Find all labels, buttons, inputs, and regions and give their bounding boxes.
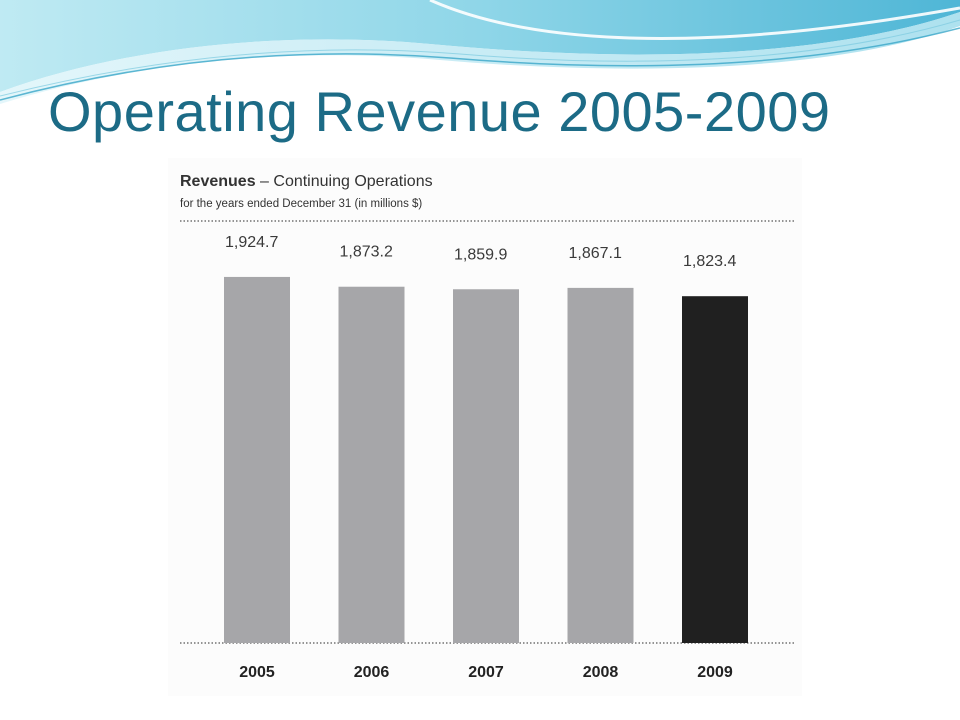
bars-group: 1,924.7 2005 1,873.2 2006 1,859.9 2007 1,867.1… (224, 234, 748, 681)
value-label-2008: 1,867.1 (569, 245, 622, 262)
revenue-bar-chart: Revenues – Continuing Operations for the… (180, 173, 794, 681)
chart-subtitle: for the years ended December 31 (in mill… (180, 198, 422, 210)
category-label-2007: 2007 (468, 664, 504, 681)
value-label-2005: 1,924.7 (225, 234, 278, 251)
value-label-2009: 1,823.4 (683, 253, 736, 270)
bar-2007 (453, 289, 519, 643)
chart-title: Revenues – Continuing Operations (180, 173, 433, 190)
chart-title-bold: Revenues (180, 173, 256, 190)
bar-2006 (338, 286, 405, 643)
bar-2009 (682, 296, 748, 643)
category-label-2006: 2006 (354, 664, 390, 681)
revenue-chart-panel: Revenues – Continuing Operations for the… (168, 158, 802, 696)
bar-2008 (567, 287, 634, 643)
category-label-2008: 2008 (583, 664, 619, 681)
category-label-2005: 2005 (239, 664, 275, 681)
header-swoosh-decoration (0, 0, 960, 104)
chart-title-rest: – Continuing Operations (256, 173, 433, 190)
value-label-2007: 1,859.9 (454, 246, 507, 263)
bar-2005 (224, 276, 290, 643)
slide-title: Operating Revenue 2005-2009 (48, 80, 831, 143)
category-label-2009: 2009 (697, 664, 733, 681)
value-label-2006: 1,873.2 (340, 244, 393, 261)
